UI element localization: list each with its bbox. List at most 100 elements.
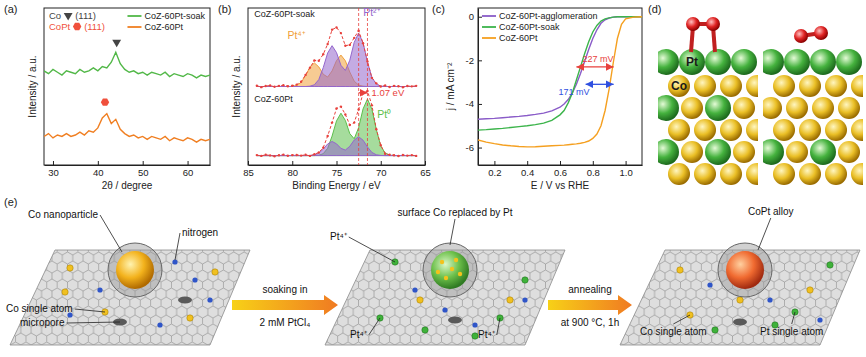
data-point — [331, 121, 333, 123]
surface-co — [450, 267, 454, 271]
y-axis-tick-mark — [478, 60, 482, 61]
co-atom — [733, 97, 755, 119]
co-single-atom — [67, 265, 73, 271]
panel-label: (a) — [4, 3, 17, 15]
legend-series: CoZ-60Pt-soakCoZ-60Pt — [127, 11, 205, 32]
co-atom — [786, 97, 808, 119]
x-axis-tick-label: 0.2 — [488, 167, 501, 178]
annotation-label: 171 mV — [559, 87, 590, 97]
data-point — [322, 147, 324, 149]
x-axis-tick-mark — [188, 161, 189, 165]
data-point — [295, 154, 297, 156]
atom-label: Co — [671, 79, 687, 93]
x-axis-tick-mark — [98, 161, 99, 165]
data-point — [380, 144, 382, 146]
co-atom — [838, 97, 860, 119]
pointer-line — [369, 318, 380, 335]
series-line — [44, 52, 210, 78]
pt-atom — [763, 139, 784, 165]
data-point — [256, 154, 258, 156]
co-single-atom — [417, 297, 423, 303]
atom-label: Pt — [686, 55, 698, 69]
co-single-atom — [807, 287, 813, 293]
co-atom — [799, 75, 821, 97]
legend: Co(111)CoPt(111)CoZ-60Pt-soakCoZ-60Pt — [49, 10, 205, 32]
x-axis: 0.20.40.60.81.0 — [479, 161, 643, 178]
data-point — [388, 154, 390, 156]
component-area — [257, 33, 416, 86]
y-axis-tick-mark — [478, 104, 482, 105]
panel-label: (b) — [218, 3, 231, 15]
x-axis-tick: 85 — [243, 161, 254, 178]
nitrogen-atom — [207, 297, 212, 302]
pt-atom — [810, 49, 836, 75]
data-point — [282, 153, 284, 155]
co-atom — [694, 119, 716, 141]
co-atom — [773, 163, 795, 185]
nitrogen-atom — [192, 277, 197, 282]
plot-frame — [478, 8, 642, 165]
nitrogen-atom — [707, 282, 712, 287]
pointer-line — [75, 309, 105, 312]
y-axis-title: Intensity / a.u. — [231, 55, 242, 117]
co-atom — [694, 75, 716, 97]
data-point — [384, 152, 386, 154]
pt-atom — [658, 49, 679, 75]
co-single-atom — [62, 289, 68, 295]
o-atom — [686, 17, 700, 31]
o-atom — [814, 26, 828, 40]
schematic-label: Pt⁴⁺ — [478, 329, 496, 340]
stage — [325, 243, 565, 345]
reference-line — [367, 8, 368, 165]
atom-model: (d)PtCo — [648, 3, 866, 185]
pt-atom — [705, 139, 731, 165]
nitrogen-atom — [412, 287, 417, 292]
co-atom — [733, 141, 755, 163]
x-axis-tick: 65 — [420, 161, 431, 178]
data-point — [287, 85, 289, 87]
y-axis-tick: 0 — [469, 11, 482, 22]
x-axis-tick-label: 40 — [93, 167, 104, 178]
nitrogen-atom — [97, 287, 102, 292]
x-axis-title: E / V vs RHE — [531, 180, 590, 191]
data-point — [309, 155, 311, 157]
pointer-line — [66, 322, 120, 323]
panel-label: (e) — [4, 196, 17, 208]
component-area — [257, 99, 416, 156]
step-label: at 900 °C, 1h — [561, 317, 619, 328]
pt-atom — [422, 327, 428, 333]
co-atom — [681, 141, 703, 163]
data-point — [353, 37, 355, 39]
x-axis-tick-label: 85 — [243, 167, 254, 178]
co-single-atom — [507, 297, 513, 303]
plot-frame — [248, 8, 425, 165]
x-axis-tick-mark — [494, 161, 495, 165]
data-point — [406, 154, 408, 156]
data-point — [340, 32, 342, 34]
y-axis-tick-label: -6 — [466, 142, 474, 153]
nanoparticle — [726, 251, 764, 289]
surface-co — [458, 272, 462, 276]
data-point — [309, 66, 311, 68]
process-arrow — [232, 295, 338, 315]
step-label: soaking in — [262, 284, 307, 295]
y-axis-tick-label: -4 — [466, 98, 474, 109]
pt-atom — [705, 49, 731, 75]
step-label: 2 mM PtCl₄ — [260, 317, 311, 328]
data-point — [393, 154, 395, 156]
pt-atom — [679, 49, 705, 75]
x-axis-tick: 0.8 — [587, 161, 600, 178]
data-point — [260, 155, 262, 157]
co-atom — [825, 163, 847, 185]
x-axis-tick-mark — [593, 161, 594, 165]
data-point — [269, 84, 271, 86]
data-point — [260, 86, 262, 88]
data-point — [300, 154, 302, 156]
spectrum-label: CoZ-60Pt-soak — [254, 9, 315, 19]
plot-frame — [44, 8, 210, 165]
pointer-line — [758, 218, 771, 250]
x-axis-tick-label: 60 — [183, 167, 194, 178]
co-atom — [720, 163, 742, 185]
data-point — [313, 153, 315, 155]
pt-atom — [712, 327, 718, 333]
